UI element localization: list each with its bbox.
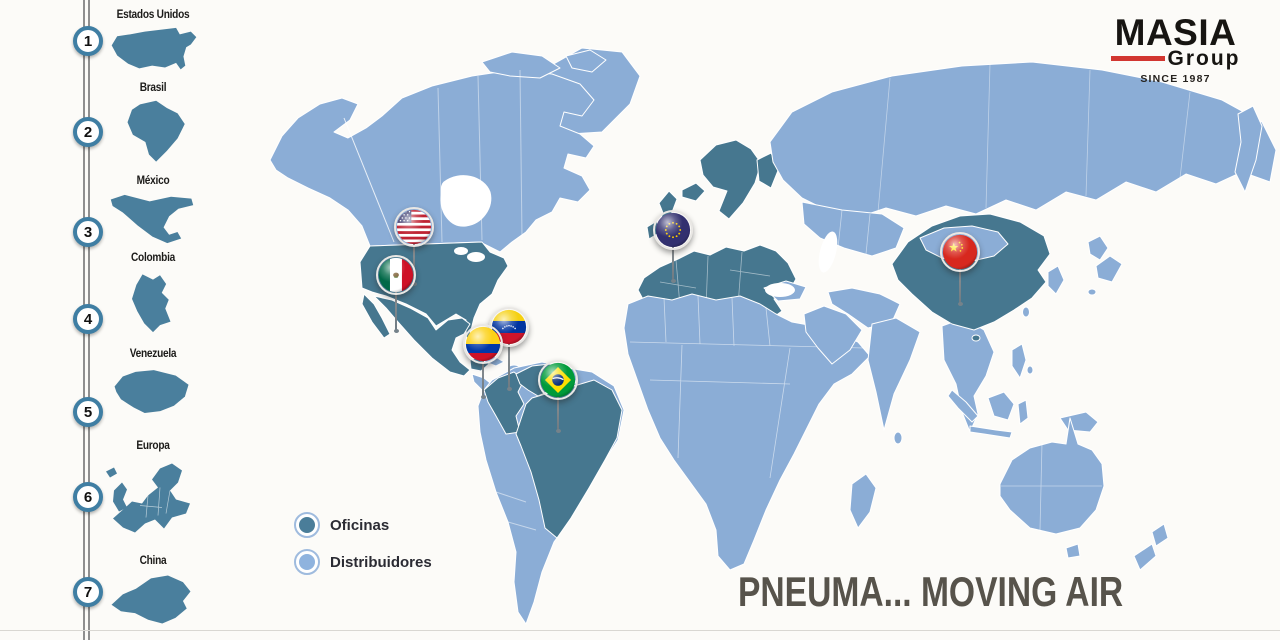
list-number-6: 6	[73, 482, 103, 512]
list-number-7: 7	[73, 577, 103, 607]
region-central-asia	[801, 201, 905, 257]
label-estados-unidos: Estados Unidos	[116, 9, 190, 21]
world-map-svg	[269, 47, 1277, 625]
brand-name: MASIA	[1114, 12, 1237, 53]
region-middle-east	[763, 280, 901, 365]
brazil-flag-icon	[538, 360, 578, 400]
inland-seas	[765, 231, 838, 297]
brand-subtitle: Group	[1167, 47, 1241, 70]
legend-label-distributors: Distribuidores	[330, 553, 432, 571]
mexico-silhouette-icon	[110, 194, 194, 244]
list-number-4: 4	[73, 304, 103, 334]
pin-stick	[506, 327, 512, 391]
label-europa: Europa	[136, 440, 170, 452]
region-east-asia-islands	[1011, 235, 1123, 379]
legend-label-offices: Oficinas	[330, 516, 390, 534]
label-mexico: México	[136, 175, 170, 187]
legend-item-offices: Oficinas	[294, 512, 432, 538]
list-number-5: 5	[73, 397, 103, 427]
europa-silhouette-icon	[106, 463, 190, 533]
masia-group-logo: MASIA Group SINCE 1987	[1093, 14, 1258, 85]
pin-stick	[670, 230, 676, 283]
region-brazil	[515, 379, 623, 539]
world-map	[230, 40, 1280, 640]
region-africa	[623, 293, 877, 571]
list-number-2: 2	[73, 117, 103, 147]
european-union-flag-icon	[653, 210, 693, 250]
legend-item-distributors: Distribuidores	[294, 549, 432, 575]
region-southeast-asia	[941, 317, 995, 433]
company-slogan: PNEUMA... MOVING AIR	[738, 568, 1124, 615]
china-silhouette-icon	[111, 575, 191, 624]
list-number-1: 1	[73, 26, 103, 56]
china-flag-icon	[940, 232, 980, 272]
colombia-silhouette-icon	[132, 274, 171, 333]
pin-stick	[411, 227, 417, 286]
brand-tagline: SINCE 1987	[1140, 73, 1211, 85]
label-venezuela: Venezuela	[129, 348, 177, 360]
label-china: China	[139, 555, 167, 567]
colombia-flag-icon	[463, 324, 503, 364]
usa-silhouette-icon	[111, 27, 197, 70]
region-india	[867, 317, 921, 445]
logo-accent-bar	[1110, 56, 1165, 61]
usa-flag-icon	[394, 207, 434, 247]
bottom-divider	[0, 630, 1280, 631]
offices-dot-icon	[294, 512, 320, 538]
venezuela-silhouette-icon	[114, 370, 189, 413]
region-australia-nz	[999, 417, 1169, 571]
brazil-silhouette-icon	[127, 100, 185, 162]
region-colombia	[483, 371, 525, 435]
pin-stick	[957, 252, 963, 306]
pin-stick	[393, 275, 399, 333]
pin-stick	[555, 380, 561, 433]
country-list-sidebar: 1 2 3 4 5 6 7 Estados Unidos Brasil Méxi…	[0, 0, 230, 640]
region-canada	[269, 49, 607, 253]
list-number-3: 3	[73, 217, 103, 247]
label-colombia: Colombia	[131, 252, 175, 264]
distributors-dot-icon	[294, 549, 320, 575]
region-russia	[769, 61, 1277, 219]
mexico-flag-icon	[376, 255, 416, 295]
pin-stick	[480, 344, 486, 399]
label-brasil: Brasil	[139, 82, 167, 94]
map-legend: Oficinas Distribuidores	[294, 512, 432, 586]
